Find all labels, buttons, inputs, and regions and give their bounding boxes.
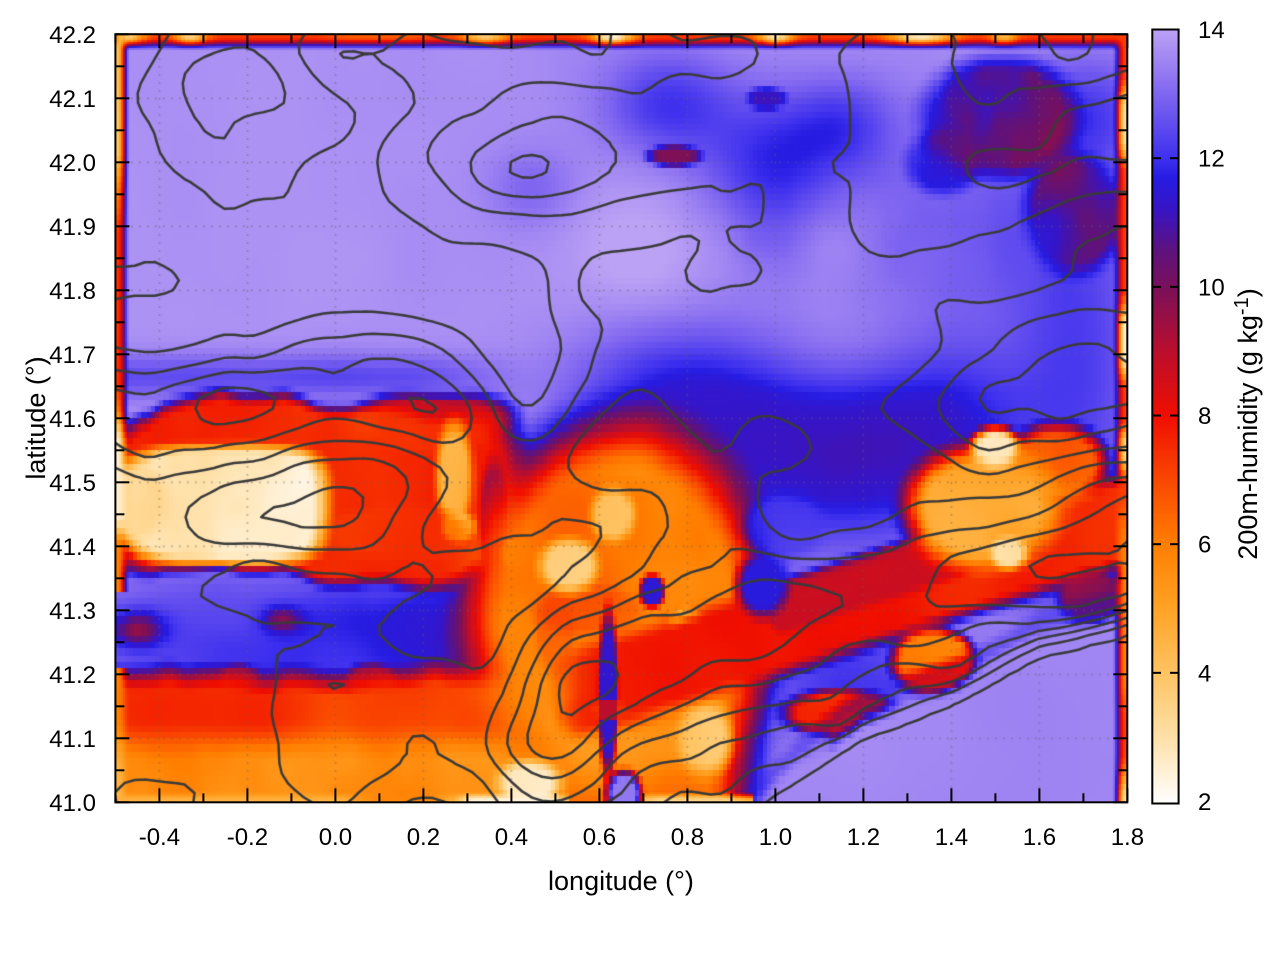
- svg-text:4: 4: [1198, 660, 1211, 687]
- svg-text:longitude (°): longitude (°): [548, 866, 694, 896]
- svg-text:42.2: 42.2: [49, 22, 96, 49]
- svg-text:41.2: 41.2: [49, 662, 96, 689]
- svg-text:41.0: 41.0: [49, 790, 96, 817]
- svg-text:200m-humidity (g kg-1): 200m-humidity (g kg-1): [1231, 288, 1263, 559]
- svg-text:41.7: 41.7: [49, 342, 96, 369]
- svg-text:2: 2: [1198, 789, 1211, 816]
- svg-text:0.0: 0.0: [319, 824, 352, 851]
- svg-text:0.2: 0.2: [407, 824, 440, 851]
- svg-text:0.6: 0.6: [583, 824, 616, 851]
- svg-text:1.6: 1.6: [1023, 824, 1056, 851]
- svg-text:-0.4: -0.4: [139, 824, 180, 851]
- svg-text:41.3: 41.3: [49, 598, 96, 625]
- svg-text:42.0: 42.0: [49, 150, 96, 177]
- svg-text:1.0: 1.0: [759, 824, 792, 851]
- svg-text:6: 6: [1198, 532, 1211, 559]
- svg-text:1.2: 1.2: [847, 824, 880, 851]
- svg-text:12: 12: [1198, 146, 1225, 173]
- svg-text:14: 14: [1198, 17, 1225, 44]
- svg-text:8: 8: [1198, 403, 1211, 430]
- svg-text:0.8: 0.8: [671, 824, 704, 851]
- svg-text:-0.2: -0.2: [227, 824, 268, 851]
- svg-text:0.4: 0.4: [495, 824, 528, 851]
- svg-text:10: 10: [1198, 274, 1225, 301]
- svg-text:41.8: 41.8: [49, 278, 96, 305]
- svg-text:42.1: 42.1: [49, 86, 96, 113]
- svg-text:latitude (°): latitude (°): [21, 356, 51, 479]
- svg-text:41.9: 41.9: [49, 214, 96, 241]
- svg-text:1.8: 1.8: [1111, 824, 1144, 851]
- svg-text:41.1: 41.1: [49, 726, 96, 753]
- svg-text:41.6: 41.6: [49, 406, 96, 433]
- svg-text:41.5: 41.5: [49, 470, 96, 497]
- svg-text:1.4: 1.4: [935, 824, 968, 851]
- svg-text:41.4: 41.4: [49, 534, 96, 561]
